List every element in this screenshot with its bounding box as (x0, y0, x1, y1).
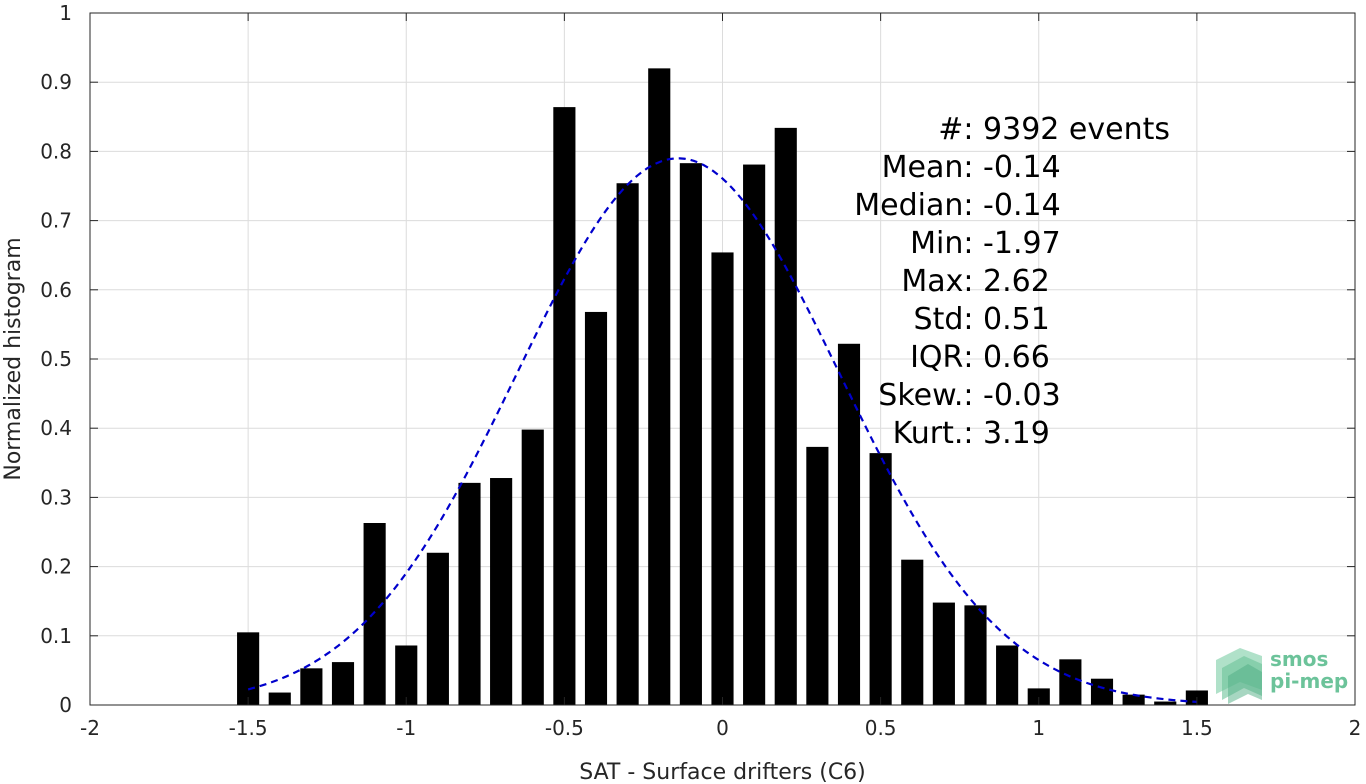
stats-key: Std (914, 302, 964, 337)
histogram-bar (901, 559, 924, 705)
histogram-bar (1122, 694, 1145, 705)
gaussian-fit-curve (247, 157, 1197, 703)
y-tick-label: 0.5 (40, 347, 72, 371)
stats-value: : -0.14 (963, 188, 1060, 223)
stats-key: # (938, 112, 963, 147)
histogram-bar (679, 163, 702, 705)
stats-key: Mean (882, 150, 964, 185)
x-tick-label: -1.5 (229, 716, 268, 740)
stats-key: Kurt. (893, 416, 964, 451)
histogram-bar (553, 107, 576, 705)
histogram-bar (300, 668, 323, 705)
y-tick-label: 0 (59, 693, 72, 717)
y-tick-labels: 0 0.1 0.2 0.3 0.4 0.5 0.6 0.7 0.8 0.9 1 (40, 1, 72, 717)
stats-value: : -0.14 (963, 150, 1060, 185)
y-tick-label: 0.3 (40, 485, 72, 509)
histogram-bar (490, 478, 513, 705)
histogram-bar (743, 164, 766, 706)
stats-key: Skew. (878, 378, 963, 413)
stats-value: : 2.62 (963, 264, 1049, 299)
y-tick-label: 0.2 (40, 555, 72, 579)
x-tick-labels: -2 -1.5 -1 -0.5 0 0.5 1 1.5 2 (80, 716, 1361, 740)
x-tick-label: -1 (396, 716, 416, 740)
histogram-bar (237, 632, 260, 705)
stats-key: Median (854, 188, 963, 223)
stats-key: Min (910, 226, 963, 261)
stats-value: : 9392 events (963, 112, 1170, 147)
axis-ticks (89, 12, 1356, 706)
histogram-bar (869, 453, 892, 705)
histogram-bar (1059, 659, 1082, 705)
x-tick-label: 1.5 (1181, 716, 1213, 740)
histogram-bar (1090, 678, 1114, 705)
stats-key: Max (901, 264, 963, 299)
y-tick-label: 0.8 (40, 139, 72, 163)
histogram-bar (616, 183, 639, 705)
y-axis-label: Normalized histogram (1, 237, 26, 480)
y-tick-label: 0.4 (40, 416, 72, 440)
x-tick-label: 0.5 (865, 716, 897, 740)
x-tick-label: -0.5 (545, 716, 584, 740)
histogram-bars (237, 68, 1208, 706)
histogram-bar (996, 645, 1019, 705)
histogram-bar (774, 127, 797, 705)
y-tick-label: 0.9 (40, 70, 72, 94)
histogram-bar (964, 605, 987, 705)
histogram-bar (1027, 688, 1050, 705)
histogram-bar (584, 311, 608, 705)
histogram-bar (521, 429, 544, 705)
logo-wave-icon (1216, 648, 1262, 704)
histogram-bar (648, 68, 671, 706)
x-tick-label: 1 (1032, 716, 1045, 740)
logo-text-pimep: pi-mep (1270, 669, 1348, 693)
smos-pimep-logo: smos pi-mep (1216, 647, 1348, 704)
x-tick-label: 0 (716, 716, 729, 740)
stats-value: : -0.03 (963, 378, 1060, 413)
histogram-bar (932, 602, 955, 705)
histogram-bar (837, 343, 861, 705)
stats-key: IQR (910, 340, 963, 375)
stats-value: : 3.19 (963, 416, 1049, 451)
y-tick-label: 0.1 (40, 624, 72, 648)
x-tick-label: -2 (80, 716, 100, 740)
logo-text-smos: smos (1270, 647, 1328, 671)
x-axis-label: SAT - Surface drifters (C6) (579, 760, 866, 784)
stats-value: : 0.51 (963, 302, 1049, 337)
histogram-bar (711, 252, 734, 705)
histogram-bar (426, 552, 449, 705)
y-tick-label: 1 (59, 1, 72, 25)
histogram-bar (331, 662, 355, 705)
histogram-bar (1154, 701, 1177, 705)
histogram-bar (458, 482, 481, 705)
y-tick-label: 0.6 (40, 278, 72, 302)
stats-value: : 0.66 (963, 340, 1049, 375)
histogram-bar (268, 692, 291, 705)
histogram-bar (806, 446, 829, 705)
y-tick-label: 0.7 (40, 209, 72, 233)
histogram-bar (395, 645, 418, 705)
histogram-bar (363, 523, 386, 705)
stats-value: : -1.97 (963, 226, 1060, 261)
x-tick-label: 2 (1349, 716, 1362, 740)
